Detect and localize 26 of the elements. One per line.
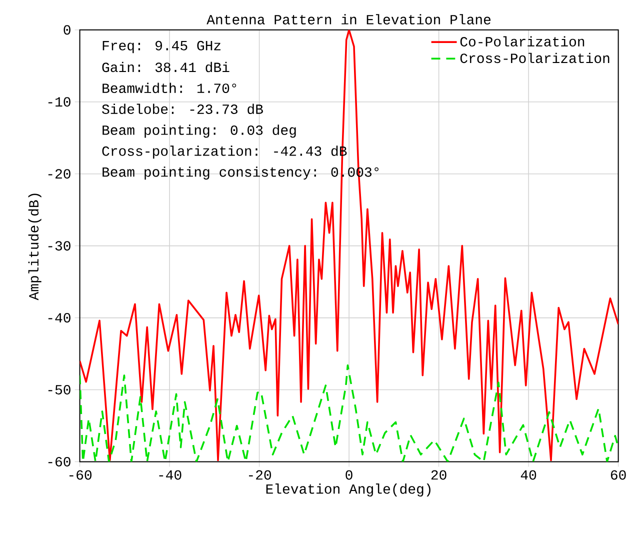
x-tick-label: -40 [159,470,182,480]
x-tick-label: 20 [431,470,446,480]
y-tick-label: 0 [64,25,70,35]
legend-label: Co-Polarization [460,36,584,47]
y-tick-label: -50 [48,385,70,395]
annotation: Sidelobe: -23.73 dB [102,104,263,114]
chart-title: Antenna Pattern in Elevation Plane [206,14,491,25]
y-tick-label: -40 [48,313,70,323]
legend-label: Cross-Polarization [460,53,610,64]
line-series [80,364,618,462]
x-tick-label: 60 [610,470,626,480]
x-tick-label: -60 [69,470,92,480]
annotation: Gain: 38.41 dBi [102,62,230,72]
x-tick-label: 40 [520,470,536,480]
x-tick-label: 0 [346,470,352,480]
line-series [80,30,618,462]
y-axis-title: Amplitude(dB) [28,194,42,301]
annotation: Beamwidth: 1.70° [102,83,236,94]
y-tick-label: -30 [48,241,70,251]
x-axis-title: Elevation Angle(deg) [266,484,430,497]
y-tick-label: -10 [48,97,70,107]
annotation: Freq: 9.45 GHz [102,41,220,54]
x-tick-label: -20 [249,470,272,480]
annotation: Beam pointing: 0.03 deg [102,124,296,138]
y-tick-label: -20 [48,169,70,179]
y-tick-label: -60 [48,457,70,467]
